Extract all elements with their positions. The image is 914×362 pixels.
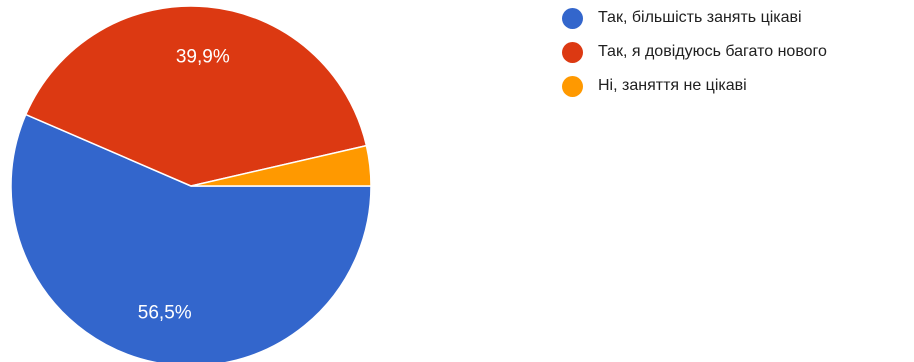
legend-swatch-1: [562, 42, 583, 63]
legend-label-2: Ні, заняття не цікаві: [598, 77, 747, 94]
legend-swatch-2: [562, 76, 583, 97]
pie-slices: [10, 5, 372, 362]
pie-slice-label-0: 56,5%: [138, 302, 192, 323]
legend-item-0[interactable]: Так, більшість занять цікаві: [560, 6, 910, 30]
pie-slice-2[interactable]: [190, 144, 372, 187]
legend: Так, більшість занять цікаві Так, я дові…: [560, 6, 910, 108]
legend-label-1: Так, я довідуюсь багато нового: [598, 43, 827, 60]
legend-label-0: Так, більшість занять цікаві: [598, 9, 802, 26]
legend-item-2[interactable]: Ні, заняття не цікаві: [560, 74, 910, 98]
pie-slice-label-1: 39,9%: [176, 46, 230, 67]
pie-slice-1[interactable]: [24, 5, 368, 187]
pie-slice-0[interactable]: [10, 113, 372, 362]
pie-chart: 56,5% 39,9%: [10, 5, 372, 362]
legend-item-1[interactable]: Так, я довідуюсь багато нового: [560, 40, 910, 64]
legend-swatch-0: [562, 8, 583, 29]
pie-slice-labels: 56,5% 39,9%: [138, 46, 230, 323]
